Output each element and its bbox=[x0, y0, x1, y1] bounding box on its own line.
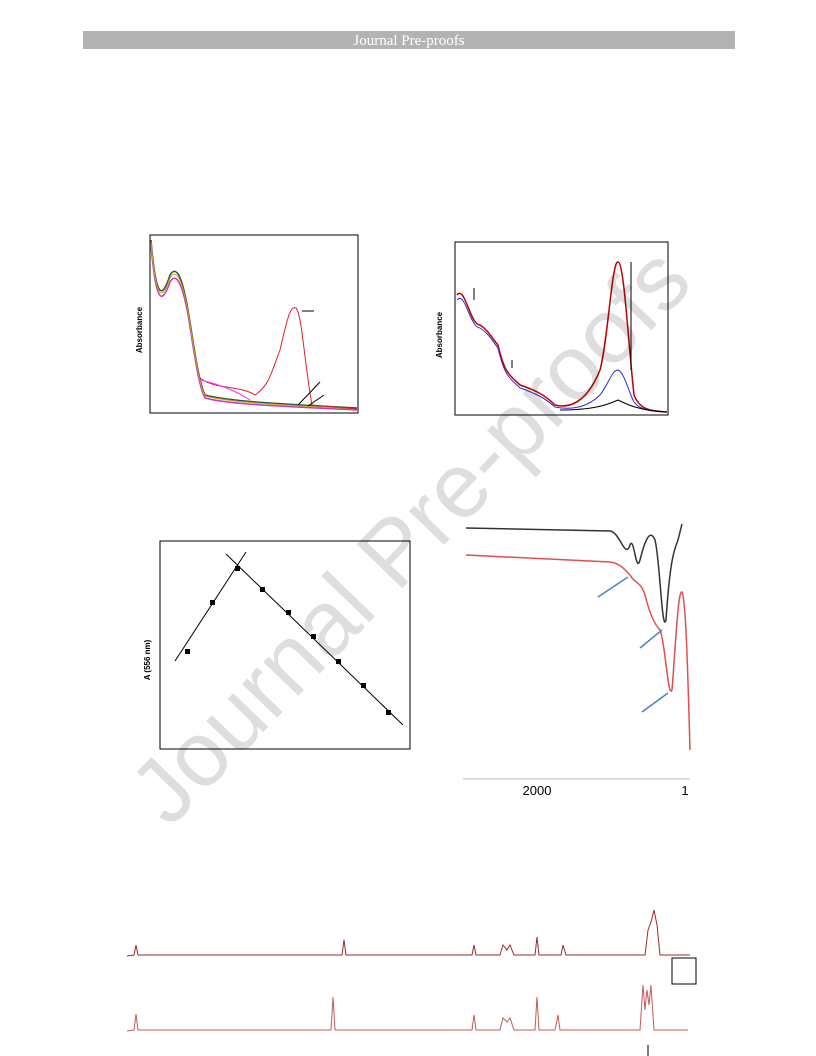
arrow bbox=[639, 629, 663, 649]
plot-frame bbox=[454, 241, 669, 416]
fit-line bbox=[174, 551, 247, 662]
x-tick-label: 1 bbox=[681, 783, 688, 798]
spectrum-curve bbox=[150, 239, 358, 409]
x-tick-label: 2000 bbox=[523, 783, 552, 798]
plot-frame bbox=[159, 540, 411, 750]
job-plot: A (556 nm) bbox=[143, 540, 411, 750]
arrow bbox=[307, 394, 325, 407]
spectrum-curve bbox=[199, 307, 358, 410]
arrow bbox=[297, 381, 321, 406]
arrow bbox=[641, 692, 669, 713]
nmr-spectra bbox=[126, 909, 697, 1056]
spectrum-curve bbox=[465, 554, 691, 751]
spectrum-curve bbox=[199, 379, 251, 401]
nmr-trace bbox=[126, 984, 688, 1032]
y-axis-label: A (556 nm) bbox=[143, 639, 152, 680]
spectrum-curve bbox=[456, 297, 668, 413]
spectrum-curve bbox=[150, 244, 358, 411]
watermark: Journal Pre-proofs bbox=[111, 228, 710, 843]
data-points bbox=[185, 566, 391, 715]
nmr-trace bbox=[126, 909, 690, 957]
header-title: Journal Pre-proofs bbox=[353, 33, 464, 49]
spectrum-curve bbox=[465, 523, 683, 623]
spectrum-curve bbox=[456, 261, 668, 413]
y-axis-label: Absorbance bbox=[135, 306, 144, 353]
uv-spectrum-2: Absorbance bbox=[435, 241, 669, 416]
arrow bbox=[597, 576, 629, 598]
fit-line bbox=[225, 553, 404, 726]
spectrum-curve bbox=[559, 399, 668, 413]
uv-spectrum-1: Absorbance bbox=[135, 234, 359, 414]
y-axis-label: Absorbance bbox=[435, 311, 444, 358]
plot-frame bbox=[149, 234, 359, 414]
header-bar bbox=[83, 31, 735, 49]
box bbox=[671, 957, 697, 985]
spectrum-curve bbox=[150, 241, 358, 410]
ir-spectrum: 2000 1 bbox=[463, 523, 691, 798]
